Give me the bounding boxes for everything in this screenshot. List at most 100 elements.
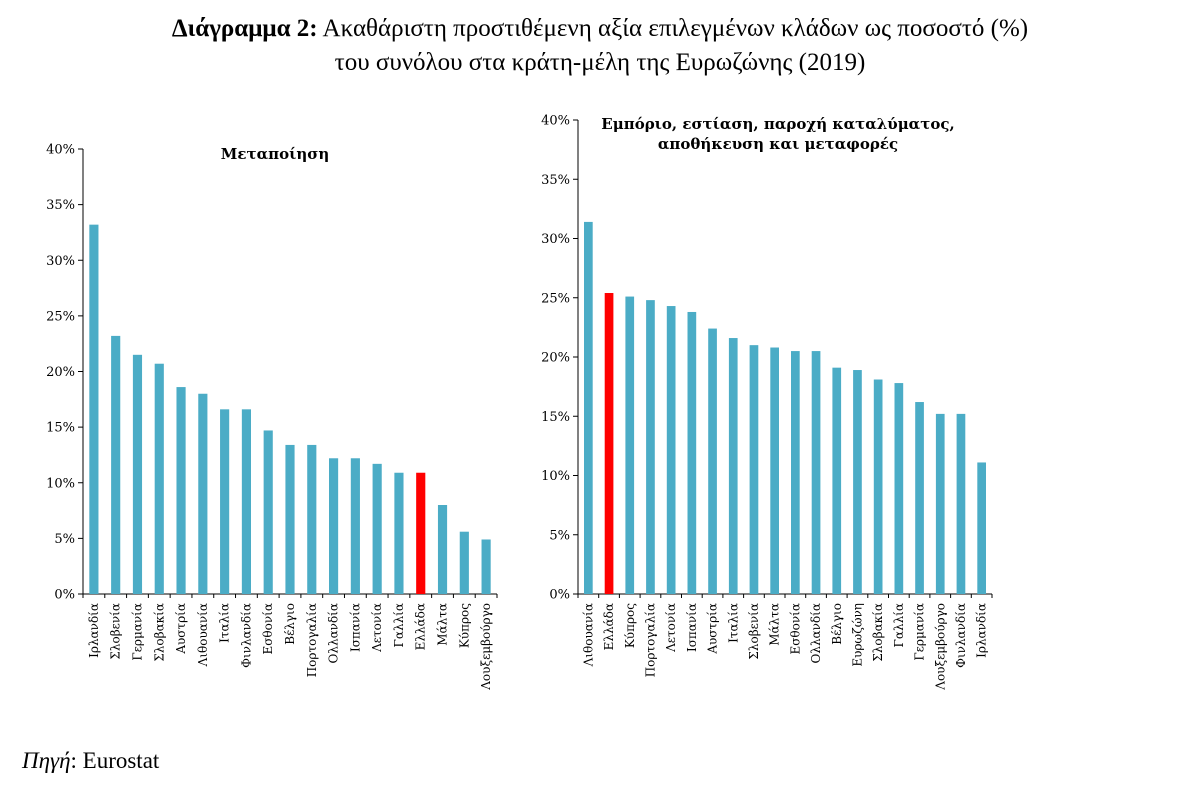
y-tick-label: 0% — [54, 588, 75, 603]
x-tick-label: Σλοβενία — [747, 603, 761, 660]
y-tick-label: 30% — [46, 254, 75, 269]
bar — [481, 539, 491, 594]
bar — [176, 387, 186, 594]
chart-title: Εμπόριο, εστίαση, παροχή καταλύματος, — [601, 115, 954, 133]
bar — [915, 402, 924, 594]
bar — [307, 444, 317, 594]
y-tick-label: 40% — [46, 143, 75, 158]
bar — [956, 413, 966, 594]
figure-title: Διάγραμμα 2: Ακαθάριστη προστιθέμενη αξί… — [0, 12, 1200, 80]
bar — [708, 328, 717, 594]
x-tick-label: Βέλγιο — [283, 603, 297, 645]
bar — [459, 531, 469, 594]
x-tick-label: Ελλάδα — [602, 603, 616, 650]
chart-title: Μεταποίηση — [221, 145, 329, 163]
x-tick-label: Κύπρος — [457, 603, 471, 648]
trade-chart: 0% 5% 10% 15% 20% 25% 30% 35% 40% Λιθουανία Ελλάδα… — [541, 114, 993, 691]
x-tick-label: Ελλάδα — [414, 603, 428, 650]
bar — [111, 335, 121, 594]
bar — [416, 472, 426, 594]
title-prefix: Διάγραμμα 2: — [171, 15, 318, 42]
x-tick-label: Ευρωζώνη — [850, 603, 864, 667]
bar — [437, 505, 448, 594]
y-tick-label: 20% — [46, 365, 75, 380]
x-tick-label: Εσθονία — [261, 603, 275, 655]
bar — [154, 363, 164, 594]
source-note: Πηγή: Eurostat — [22, 748, 159, 774]
x-tick-label: Λουξεμβούργο — [933, 603, 947, 691]
x-tick-label: Κύπρος — [623, 603, 637, 648]
x-tick-label: Αυστρία — [706, 603, 720, 655]
source-text: : Eurostat — [70, 748, 160, 773]
x-tick-label: Γερμανία — [913, 603, 927, 661]
x-tick-label: Γερμανία — [130, 603, 144, 661]
x-tick-label: Λουξεμβούργο — [479, 603, 493, 691]
bar — [728, 338, 738, 594]
x-tick-label: Ιρλανδία — [87, 603, 101, 658]
x-tick-label: Μάλτα — [768, 603, 782, 646]
y-tick-label: 10% — [541, 469, 570, 484]
bar — [372, 463, 382, 594]
x-tick-label: Σλοβακία — [871, 603, 885, 662]
bar — [791, 351, 800, 594]
bar — [853, 370, 862, 594]
x-tick-label: Γαλλία — [392, 603, 406, 647]
x-tick-label: Λετονία — [664, 603, 678, 653]
x-tick-label: Εσθονία — [788, 603, 802, 655]
y-tick-label: 10% — [46, 476, 75, 491]
y-tick-label: 20% — [541, 351, 570, 366]
bar — [687, 311, 697, 594]
y-tick-label: 35% — [46, 198, 75, 213]
x-tick-label: Αυστρία — [174, 603, 188, 655]
bar — [241, 409, 251, 594]
x-tick-label: Λιθουανία — [196, 603, 210, 667]
y-tick-label: 40% — [541, 114, 570, 129]
bar — [770, 347, 779, 594]
x-tick-label: Πορτογαλία — [643, 603, 657, 677]
bar — [873, 379, 883, 594]
bar — [329, 458, 339, 594]
y-tick-label: 5% — [54, 532, 75, 547]
bar — [666, 306, 676, 594]
bar — [394, 472, 404, 594]
bar — [811, 351, 821, 594]
source-label: Πηγή — [22, 748, 71, 773]
x-tick-label: Μάλτα — [436, 603, 450, 646]
bar — [132, 354, 143, 594]
x-tick-label: Ολλανδία — [809, 603, 823, 663]
y-tick-label: 5% — [549, 528, 570, 543]
x-tick-label: Πορτογαλία — [305, 603, 319, 677]
x-tick-label: Σλοβενία — [109, 603, 123, 660]
title-line-2: του συνόλου στα κράτη-μέλη της Ευρωζώνης… — [334, 49, 866, 76]
x-tick-label: Ιταλία — [218, 603, 232, 643]
x-tick-label: Ολλανδία — [327, 603, 341, 663]
y-tick-label: 35% — [541, 173, 570, 188]
title-line-1: Διάγραμμα 2: Ακαθάριστη προστιθέμενη αξί… — [0, 12, 1200, 46]
bar — [749, 345, 759, 594]
bar — [646, 300, 655, 594]
bar — [894, 383, 904, 594]
chart-title: αποθήκευση και μεταφορές — [658, 135, 898, 153]
bar — [285, 444, 295, 594]
manufacturing-chart: 0% 5% 10% 15% 20% 25% 30% 35% 40% Ιρλανδία Σλοβενί… — [46, 143, 498, 691]
bar — [977, 462, 986, 594]
bar — [350, 458, 360, 594]
x-tick-label: Φινλανδία — [239, 603, 253, 668]
y-tick-label: 25% — [541, 291, 570, 306]
bar — [198, 393, 208, 594]
x-tick-label: Φινλανδία — [954, 603, 968, 668]
bar — [625, 296, 635, 594]
bar — [263, 430, 273, 594]
x-tick-label: Σλοβακία — [152, 603, 166, 662]
y-tick-label: 25% — [46, 309, 75, 324]
bar — [89, 224, 99, 594]
x-tick-label: Ισπανία — [348, 603, 362, 652]
x-tick-label: Ιταλία — [726, 603, 740, 643]
bar — [832, 367, 842, 594]
bar — [604, 293, 614, 594]
x-tick-label: Λετονία — [370, 603, 384, 653]
bar — [935, 413, 945, 594]
y-tick-label: 30% — [541, 232, 570, 247]
x-tick-label: Λιθουανία — [581, 603, 595, 667]
x-tick-label: Ισπανία — [685, 603, 699, 652]
